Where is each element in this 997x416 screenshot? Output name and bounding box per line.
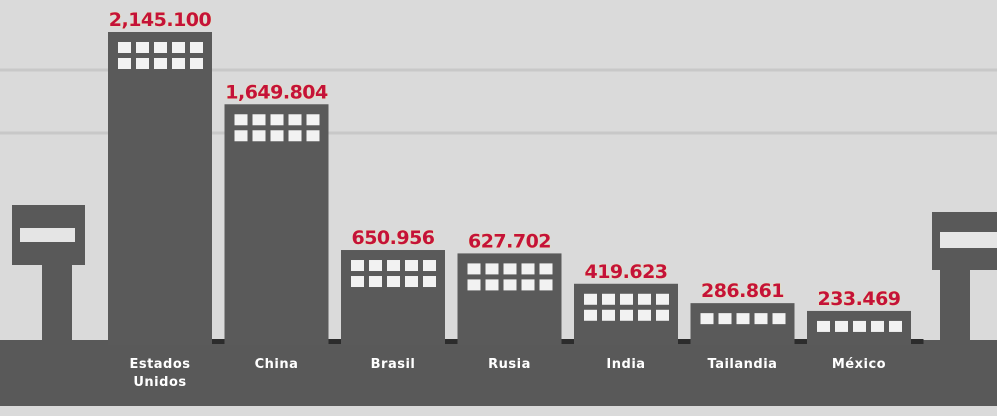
window xyxy=(772,313,786,325)
window xyxy=(584,293,597,305)
window xyxy=(620,293,633,305)
connector xyxy=(445,339,458,344)
left-tower-base xyxy=(42,260,72,345)
window xyxy=(351,260,364,272)
connector xyxy=(794,339,807,344)
window xyxy=(234,114,248,126)
window xyxy=(853,320,866,332)
right-tower-window xyxy=(940,232,997,248)
window xyxy=(584,309,597,321)
connector xyxy=(212,339,225,344)
window xyxy=(602,293,615,305)
connector xyxy=(678,339,691,344)
value-label: 233.469 xyxy=(817,288,900,310)
window xyxy=(118,42,131,53)
window xyxy=(288,130,302,142)
bar xyxy=(108,32,212,345)
window xyxy=(172,42,185,53)
window xyxy=(700,313,714,325)
window xyxy=(288,114,302,126)
value-label: 419.623 xyxy=(584,261,667,283)
window xyxy=(190,42,203,53)
window xyxy=(539,263,553,275)
window xyxy=(423,260,436,272)
category-label: Tailandia xyxy=(707,357,778,372)
window xyxy=(351,276,364,288)
window xyxy=(539,279,553,291)
value-label: 650.956 xyxy=(351,227,434,249)
window xyxy=(602,309,615,321)
window xyxy=(405,276,418,288)
connector xyxy=(911,339,924,344)
window xyxy=(754,313,768,325)
window xyxy=(234,130,248,142)
value-label: 2,145.100 xyxy=(109,9,212,31)
window xyxy=(252,114,266,126)
window xyxy=(369,260,382,272)
window xyxy=(405,260,418,272)
window xyxy=(620,309,633,321)
window xyxy=(154,58,167,69)
category-label: México xyxy=(831,357,887,372)
category-label: Brasil xyxy=(370,357,416,372)
window xyxy=(154,42,167,53)
window xyxy=(736,313,750,325)
category-label: India xyxy=(606,357,646,372)
category-label: Estados Unidos xyxy=(129,357,191,390)
window xyxy=(136,42,149,53)
category-label: Rusia xyxy=(488,357,531,372)
window xyxy=(521,263,535,275)
left-tower-window xyxy=(20,228,75,242)
window xyxy=(871,320,884,332)
window xyxy=(638,309,651,321)
window xyxy=(369,276,382,288)
window xyxy=(118,58,131,69)
window xyxy=(467,263,481,275)
value-label: 1,649.804 xyxy=(225,81,328,103)
window xyxy=(387,276,400,288)
category-label: China xyxy=(254,357,299,372)
window xyxy=(485,263,499,275)
window xyxy=(270,130,284,142)
right-tower-base xyxy=(940,265,970,345)
connector xyxy=(561,339,574,344)
ground-band xyxy=(0,340,997,406)
window xyxy=(503,263,517,275)
bar xyxy=(224,104,329,345)
window xyxy=(485,279,499,291)
window xyxy=(190,58,203,69)
window xyxy=(889,320,902,332)
window xyxy=(136,58,149,69)
window xyxy=(306,130,320,142)
window xyxy=(306,114,320,126)
connector xyxy=(328,339,341,344)
window xyxy=(423,276,436,288)
window xyxy=(718,313,732,325)
window xyxy=(817,320,830,332)
window xyxy=(656,293,669,305)
window xyxy=(638,293,651,305)
window xyxy=(521,279,535,291)
window xyxy=(835,320,848,332)
value-label: 627.702 xyxy=(468,230,551,252)
window xyxy=(252,130,266,142)
window xyxy=(387,260,400,272)
window xyxy=(467,279,481,291)
window xyxy=(503,279,517,291)
window xyxy=(656,309,669,321)
window xyxy=(270,114,284,126)
value-label: 286.861 xyxy=(701,280,784,302)
window xyxy=(172,58,185,69)
